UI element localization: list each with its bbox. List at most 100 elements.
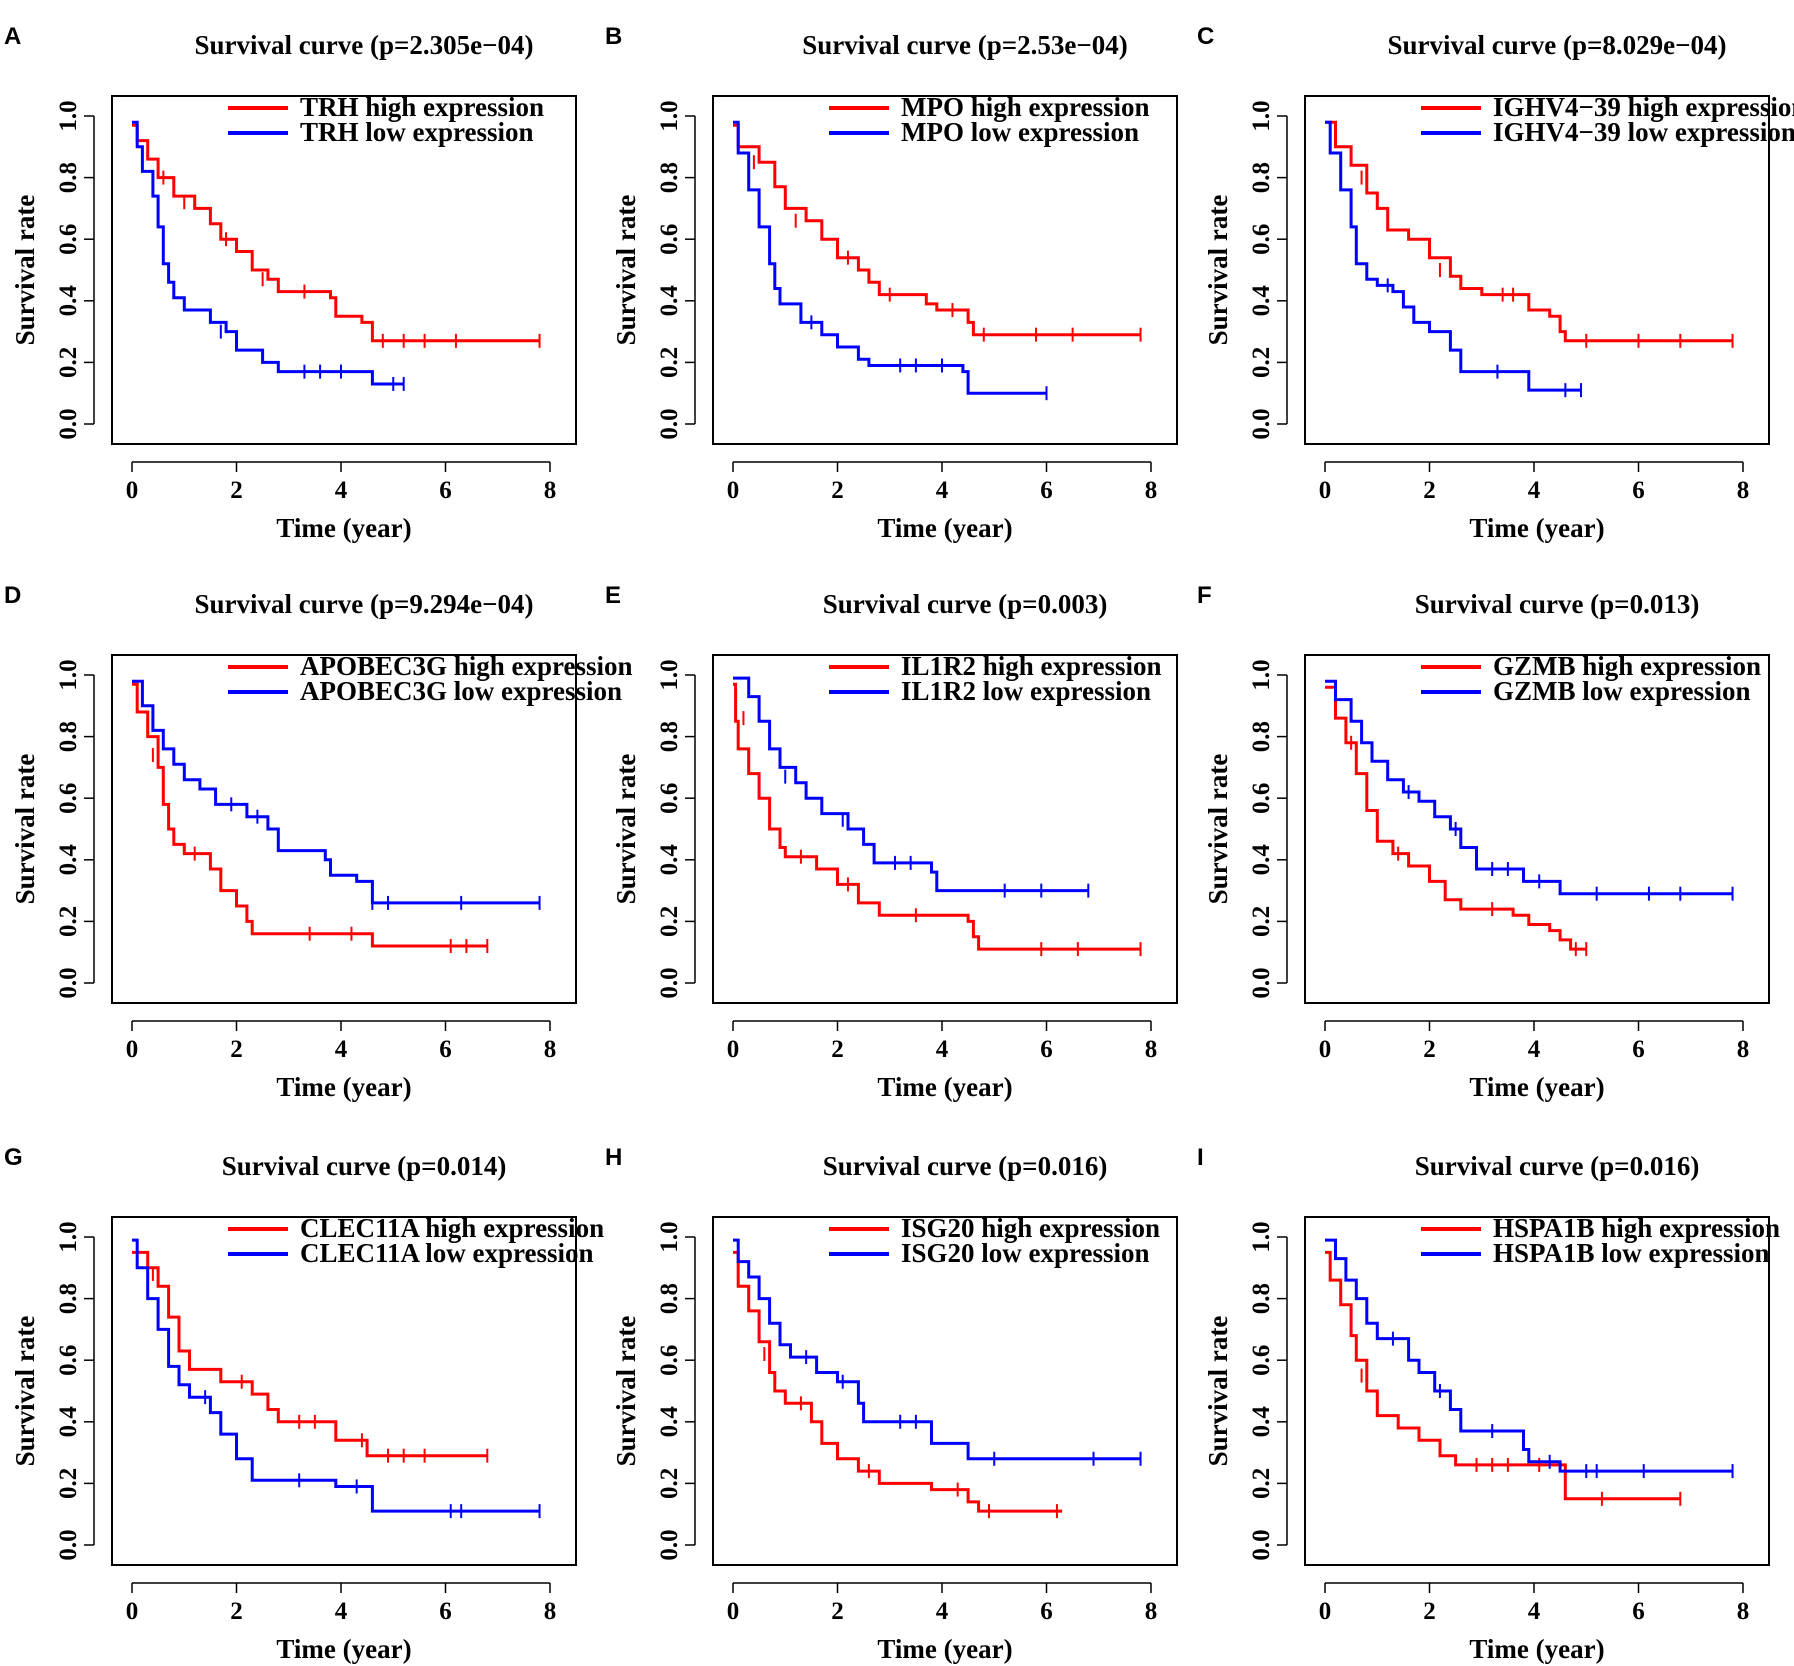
x-tick-label: 0 (1319, 477, 1332, 504)
y-tick-label: 0.4 (1248, 285, 1275, 317)
x-tick-label: 0 (126, 1036, 139, 1063)
x-axis-title: Time (year) (276, 513, 411, 543)
x-tick-label: 0 (1319, 1598, 1332, 1625)
panel-letter: E (605, 582, 621, 609)
legend-label-high: CLEC11A high expression (300, 1213, 604, 1243)
chart-title: Survival curve (p=0.003) (823, 589, 1108, 619)
x-tick-label: 0 (126, 1598, 139, 1625)
x-tick-label: 8 (1737, 1036, 1750, 1063)
y-tick-label: 0.8 (1248, 162, 1275, 193)
x-tick-label: 6 (1040, 477, 1053, 504)
survival-line-low (132, 120, 404, 386)
legend-label-low: HSPA1B low expression (1493, 1238, 1770, 1268)
survival-line-high (132, 123, 540, 343)
y-tick-label: 0.8 (55, 1283, 82, 1314)
x-axis-title: Time (year) (1469, 1072, 1604, 1102)
panel-letter: H (605, 1144, 622, 1171)
legend-label-high: TRH high expression (300, 92, 544, 122)
legend-label-low: APOBEC3G low expression (300, 676, 622, 706)
panel-letter: F (1197, 582, 1212, 609)
y-tick-label: 0.4 (55, 1406, 82, 1438)
x-tick-label: 6 (1632, 1598, 1645, 1625)
plot-frame (1304, 95, 1770, 445)
y-tick-label: 1.0 (656, 100, 683, 131)
y-tick-label: 0.4 (1248, 1406, 1275, 1438)
panel-d: D Survival curve (p=9.294e−04) 0 2 4 6 8 Time (… (4, 582, 633, 1102)
y-tick-label: 1.0 (55, 659, 82, 690)
x-tick-label: 4 (936, 1036, 949, 1063)
panel-e: E Survival curve (p=0.003) 0 2 4 6 8 Time (year… (605, 582, 1178, 1102)
x-tick-label: 8 (1145, 1598, 1158, 1625)
x-tick-label: 2 (1423, 477, 1436, 504)
legend-label-low: ISG20 low expression (901, 1238, 1150, 1268)
x-tick-label: 6 (439, 1036, 452, 1063)
y-tick-label: 0.6 (55, 783, 82, 814)
x-tick-label: 4 (1528, 1036, 1541, 1063)
panel-i: I Survival curve (p=0.016) 0 2 4 6 8 Time (year… (1197, 1144, 1780, 1664)
y-tick-label: 0.0 (55, 408, 82, 439)
survival-line-low (733, 676, 1089, 893)
y-tick-label: 0.2 (1248, 347, 1275, 378)
legend-label-high: IL1R2 high expression (901, 651, 1162, 681)
y-tick-label: 1.0 (1248, 100, 1275, 131)
y-axis-title: Survival rate (1203, 1316, 1233, 1467)
y-tick-label: 0.8 (656, 162, 683, 193)
y-tick-label: 0.8 (1248, 721, 1275, 752)
x-tick-label: 2 (831, 1036, 844, 1063)
chart-title: Survival curve (p=9.294e−04) (195, 589, 534, 619)
y-tick-label: 0.2 (55, 906, 82, 937)
x-tick-label: 8 (1737, 1598, 1750, 1625)
x-tick-label: 6 (439, 1598, 452, 1625)
chart-title: Survival curve (p=8.029e−04) (1388, 30, 1727, 60)
x-tick-label: 4 (1528, 477, 1541, 504)
chart-title: Survival curve (p=2.53e−04) (802, 30, 1128, 60)
x-tick-label: 4 (936, 477, 949, 504)
y-axis-title: Survival rate (611, 195, 641, 346)
x-axis-title: Time (year) (1469, 513, 1604, 543)
legend-label-low: IL1R2 low expression (901, 676, 1151, 706)
panel-b: B Survival curve (p=2.53e−04) 0 2 4 6 8 Time (y… (605, 23, 1178, 543)
y-tick-label: 0.8 (55, 162, 82, 193)
x-tick-label: 0 (727, 477, 740, 504)
y-tick-label: 1.0 (1248, 659, 1275, 690)
x-axis-title: Time (year) (276, 1072, 411, 1102)
y-tick-label: 0.6 (55, 1345, 82, 1376)
legend-label-low: GZMB low expression (1493, 676, 1751, 706)
x-tick-label: 8 (1145, 1036, 1158, 1063)
y-tick-label: 0.6 (1248, 224, 1275, 255)
y-tick-label: 0.2 (55, 347, 82, 378)
x-tick-label: 0 (727, 1598, 740, 1625)
y-tick-label: 0.6 (55, 224, 82, 255)
survival-line-high (132, 1250, 488, 1458)
x-tick-label: 2 (230, 1036, 243, 1063)
y-tick-label: 1.0 (656, 1221, 683, 1252)
legend-label-high: ISG20 high expression (901, 1213, 1160, 1243)
y-tick-label: 0.2 (55, 1468, 82, 1499)
x-axis-title: Time (year) (877, 1072, 1012, 1102)
y-tick-label: 0.0 (656, 408, 683, 439)
plot-frame (712, 95, 1178, 445)
legend-label-low: IGHV4−39 low expression (1493, 117, 1794, 147)
plot-frame (1304, 654, 1770, 1004)
x-tick-label: 4 (936, 1598, 949, 1625)
x-tick-label: 6 (1040, 1598, 1053, 1625)
legend-label-high: IGHV4−39 high expression (1493, 92, 1794, 122)
y-tick-label: 0.2 (1248, 906, 1275, 937)
plot-frame (111, 654, 577, 1004)
plot-frame (712, 1216, 1178, 1566)
panel-a: A Survival curve (p=2.305e−04) 0 2 4 6 8 Time (… (4, 23, 577, 543)
x-tick-label: 2 (230, 477, 243, 504)
y-tick-label: 1.0 (1248, 1221, 1275, 1252)
legend-label-high: GZMB high expression (1493, 651, 1761, 681)
y-axis-title: Survival rate (1203, 195, 1233, 346)
y-tick-label: 0.0 (656, 967, 683, 998)
legend-label-high: MPO high expression (901, 92, 1150, 122)
panel-letter: A (4, 23, 21, 50)
x-tick-label: 8 (1737, 477, 1750, 504)
legend-label-low: CLEC11A low expression (300, 1238, 594, 1268)
y-tick-label: 0.6 (1248, 783, 1275, 814)
chart-title: Survival curve (p=0.016) (823, 1151, 1108, 1181)
y-tick-label: 0.4 (55, 285, 82, 317)
y-axis-title: Survival rate (10, 754, 40, 905)
